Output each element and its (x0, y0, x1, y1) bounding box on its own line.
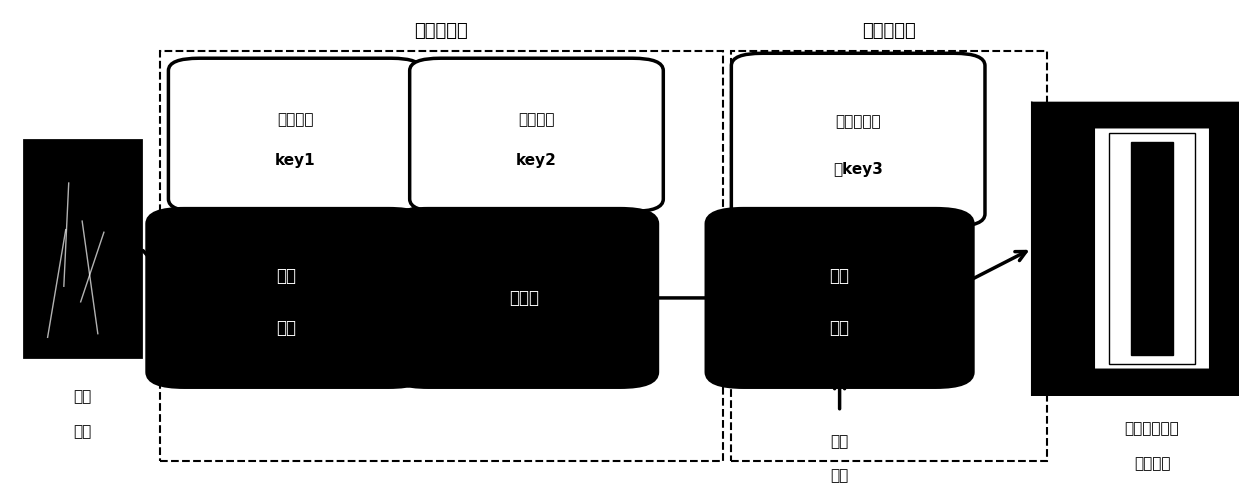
Text: 内容拥有者: 内容拥有者 (414, 22, 467, 40)
Text: 信息: 信息 (831, 468, 848, 484)
Text: 数据: 数据 (830, 267, 849, 285)
Text: 隐秘: 隐秘 (831, 434, 848, 449)
Bar (1109, 133, 1195, 364)
Text: 加密密钥: 加密密钥 (277, 112, 314, 127)
Text: 加密密钥: 加密密钥 (518, 112, 554, 127)
Bar (1131, 142, 1173, 355)
FancyBboxPatch shape (169, 58, 422, 211)
Text: 加密图像: 加密图像 (1133, 456, 1171, 471)
Text: 数据隐藏密: 数据隐藏密 (836, 114, 880, 130)
Text: 加密: 加密 (277, 319, 296, 336)
FancyBboxPatch shape (391, 209, 657, 387)
Text: key1: key1 (275, 153, 315, 168)
Text: 图像: 图像 (73, 424, 92, 439)
Bar (1032, 103, 1240, 394)
FancyBboxPatch shape (409, 58, 663, 211)
Bar (160, 51, 723, 461)
Polygon shape (1032, 103, 1094, 394)
Text: 数据隐藏者: 数据隐藏者 (862, 22, 916, 40)
Text: 摄密视: 摄密视 (510, 289, 539, 307)
Polygon shape (1032, 103, 1240, 127)
Text: 钥key3: 钥key3 (833, 162, 883, 177)
FancyBboxPatch shape (148, 209, 425, 387)
Text: key2: key2 (516, 153, 557, 168)
Text: 含隐秘信息的: 含隐秘信息的 (1125, 421, 1179, 436)
Text: 嵌入: 嵌入 (830, 319, 849, 336)
Polygon shape (1210, 103, 1240, 394)
Bar (24, 140, 141, 357)
Polygon shape (1032, 370, 1240, 394)
FancyBboxPatch shape (707, 209, 972, 387)
Text: 图像: 图像 (277, 267, 296, 285)
FancyBboxPatch shape (732, 53, 985, 226)
Bar (732, 51, 1047, 461)
Text: 原始: 原始 (73, 389, 92, 404)
